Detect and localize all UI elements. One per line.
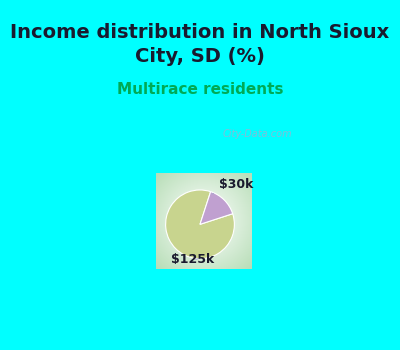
Text: $30k: $30k	[212, 178, 254, 194]
Text: Multirace residents: Multirace residents	[117, 82, 283, 97]
Text: City-Data.com: City-Data.com	[222, 129, 292, 139]
Wedge shape	[166, 190, 234, 259]
Wedge shape	[200, 192, 233, 224]
Text: $125k: $125k	[171, 253, 215, 266]
Text: Income distribution in North Sioux
City, SD (%): Income distribution in North Sioux City,…	[10, 23, 390, 65]
